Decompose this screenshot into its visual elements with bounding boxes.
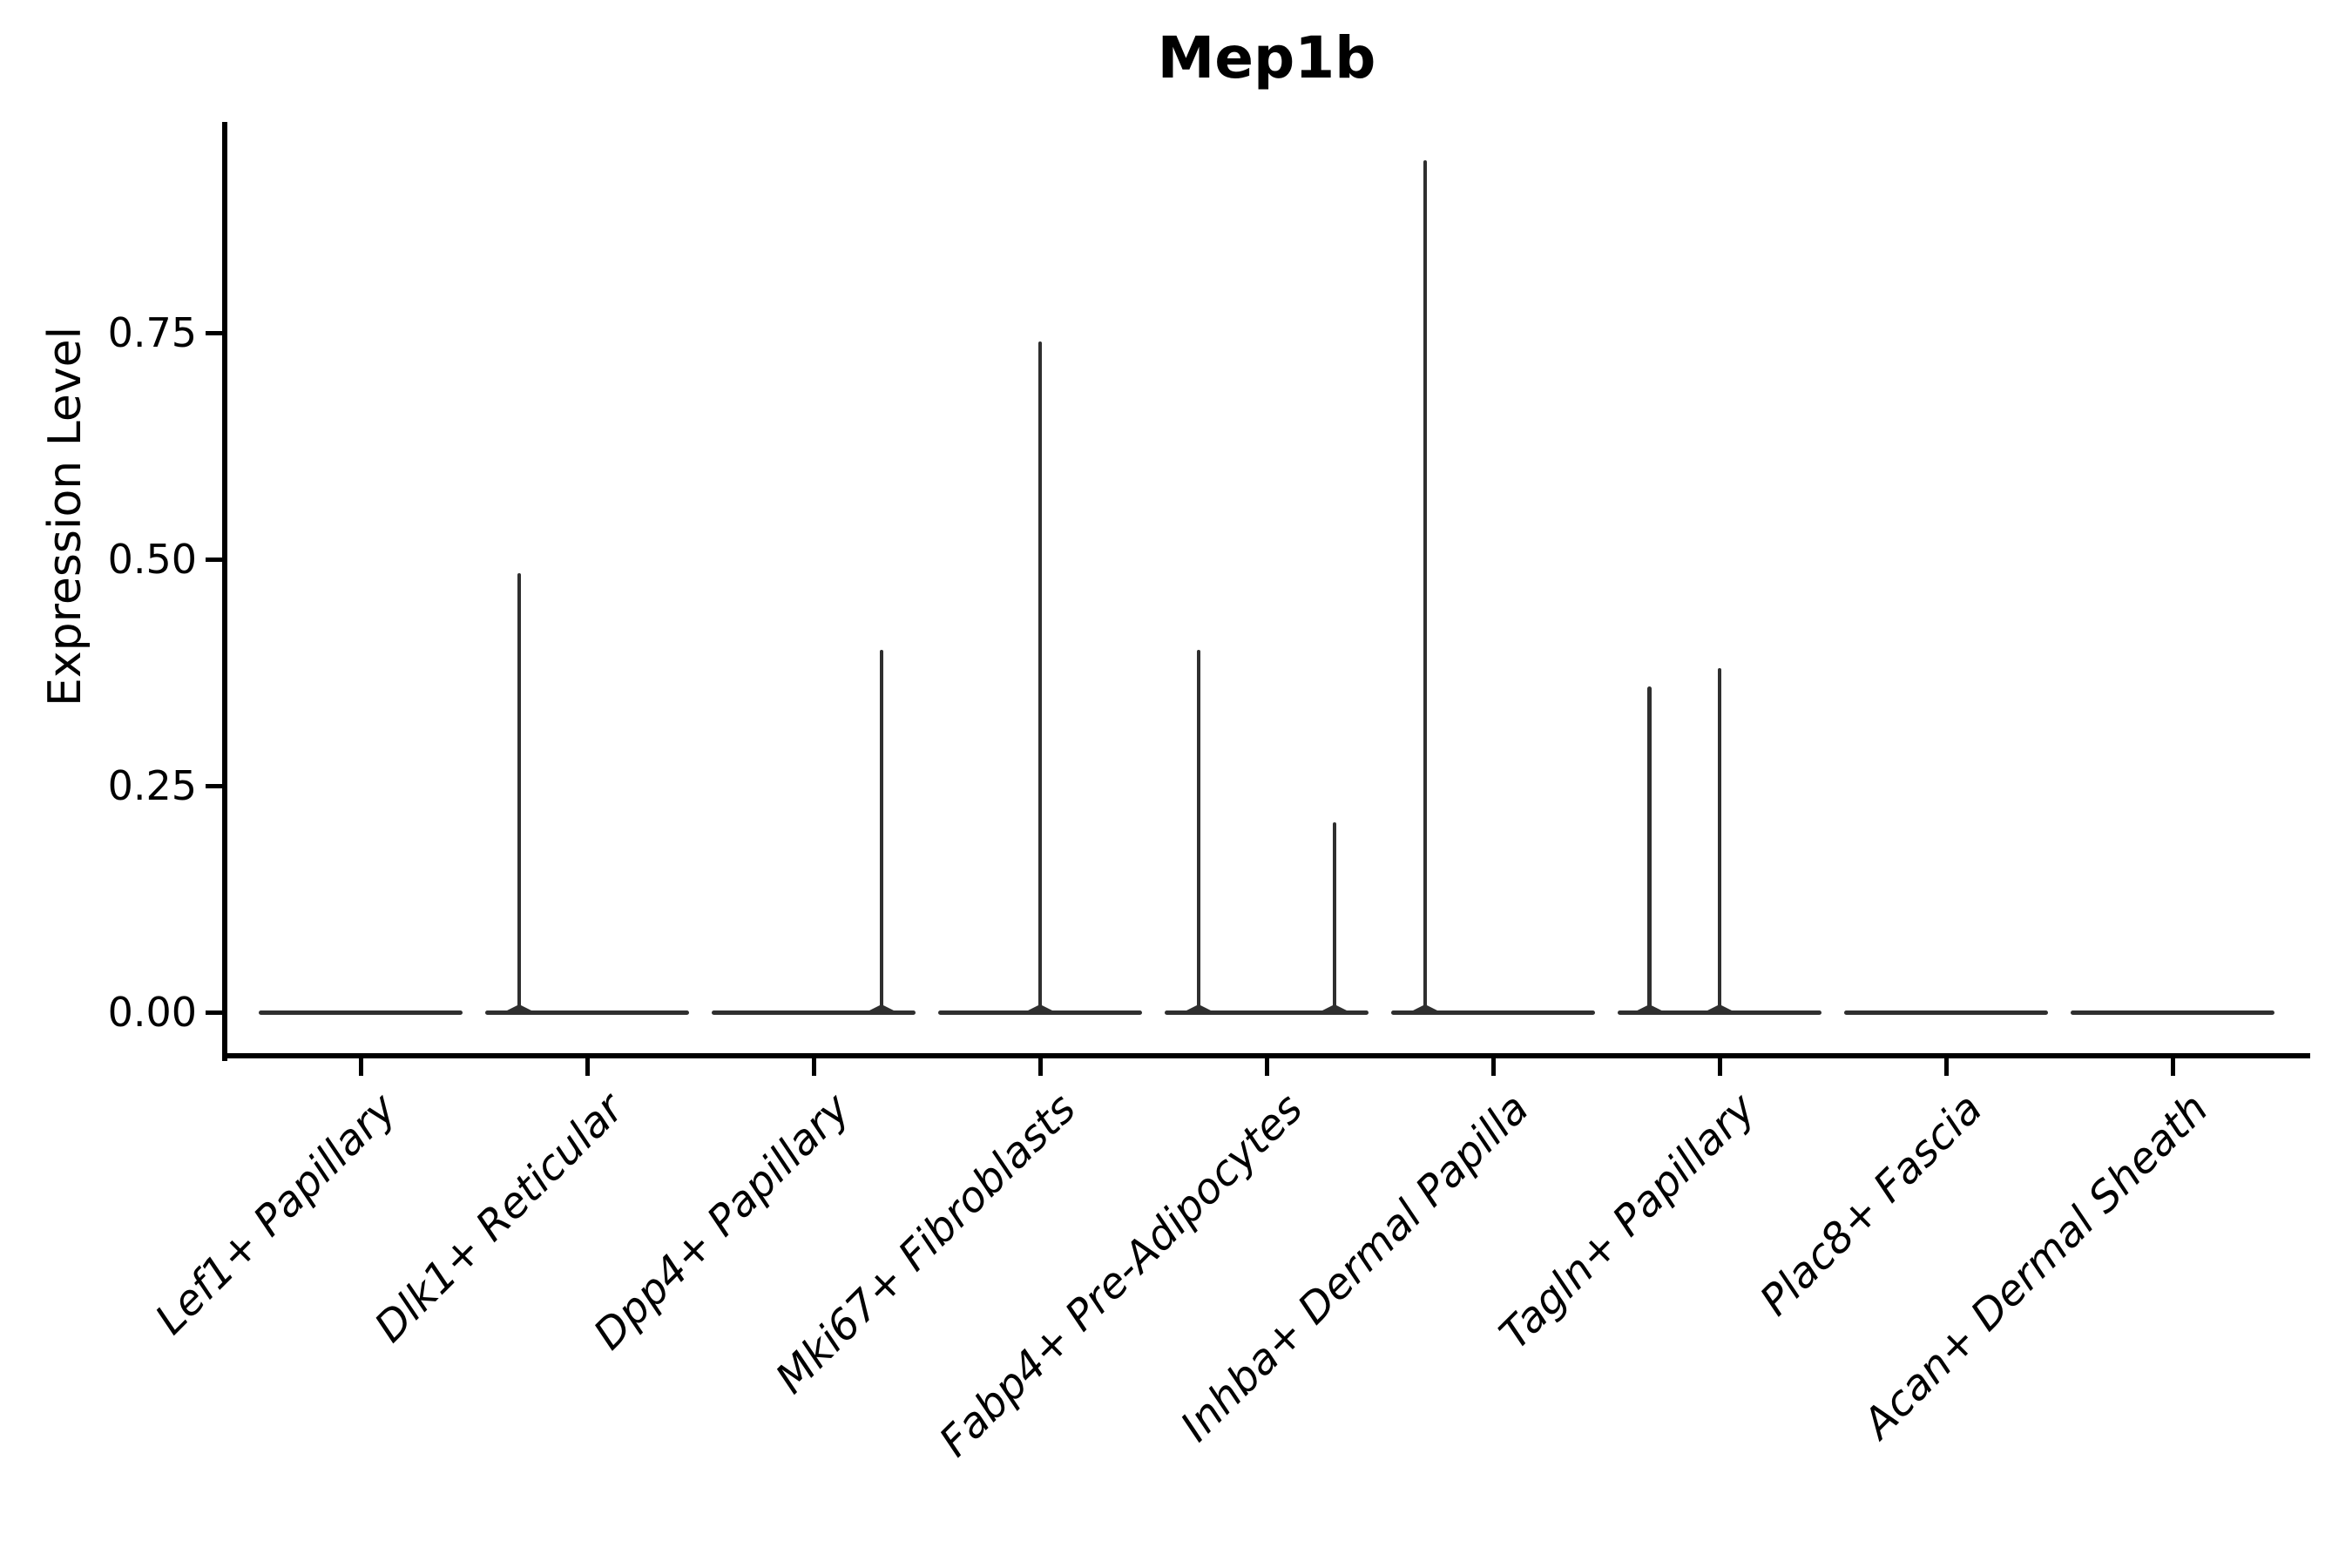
violin-baseline — [938, 1010, 1142, 1015]
violin-baseline — [259, 1010, 463, 1015]
y-axis-spine — [222, 122, 227, 1061]
x-tick-label: Fabp4+ Pre-Adipocytes — [929, 1084, 1313, 1467]
y-tick — [206, 1010, 225, 1015]
y-axis-label: Expression Level — [39, 326, 91, 707]
y-tick-label: 0.00 — [107, 989, 197, 1036]
x-axis-spine — [222, 1053, 2310, 1058]
chart-title: Mep1b — [1157, 24, 1376, 91]
violin-spike — [1423, 160, 1428, 1012]
violin-baseline — [1844, 1010, 2048, 1015]
x-tick — [1264, 1058, 1269, 1076]
violin-spike — [1037, 341, 1043, 1012]
x-tick-label: Tagln+ Papillary — [1490, 1084, 1766, 1359]
violin-baseline — [485, 1010, 689, 1015]
x-tick — [585, 1058, 590, 1076]
x-tick — [2170, 1058, 2175, 1076]
x-tick — [1943, 1058, 1949, 1076]
violin-baseline — [2071, 1010, 2274, 1015]
violin-spike — [1647, 686, 1652, 1012]
violin-spike — [879, 650, 884, 1012]
x-tick-label: Lef1+ Papillary — [146, 1084, 407, 1344]
violin-baseline — [1165, 1010, 1369, 1015]
violin-spike — [1332, 821, 1337, 1012]
y-tick — [206, 330, 225, 335]
x-tick — [1037, 1058, 1043, 1076]
x-tick-label: Plac8+ Fascia — [1750, 1084, 1992, 1326]
violin-baseline — [712, 1010, 916, 1015]
violin-baseline — [1618, 1010, 1821, 1015]
y-tick — [206, 557, 225, 562]
violin-spike — [1196, 650, 1201, 1012]
violin-spike — [1717, 667, 1722, 1012]
x-tick — [1490, 1058, 1496, 1076]
x-tick-label: Dlk1+ Reticular — [364, 1084, 633, 1352]
y-tick-label: 0.75 — [107, 309, 197, 356]
x-tick — [358, 1058, 363, 1076]
y-tick-label: 0.50 — [107, 536, 197, 583]
violin-baseline — [1391, 1010, 1595, 1015]
y-tick-label: 0.25 — [107, 762, 197, 809]
violin-spike — [517, 572, 522, 1012]
x-tick — [811, 1058, 816, 1076]
y-tick — [206, 783, 225, 788]
x-tick — [1717, 1058, 1722, 1076]
